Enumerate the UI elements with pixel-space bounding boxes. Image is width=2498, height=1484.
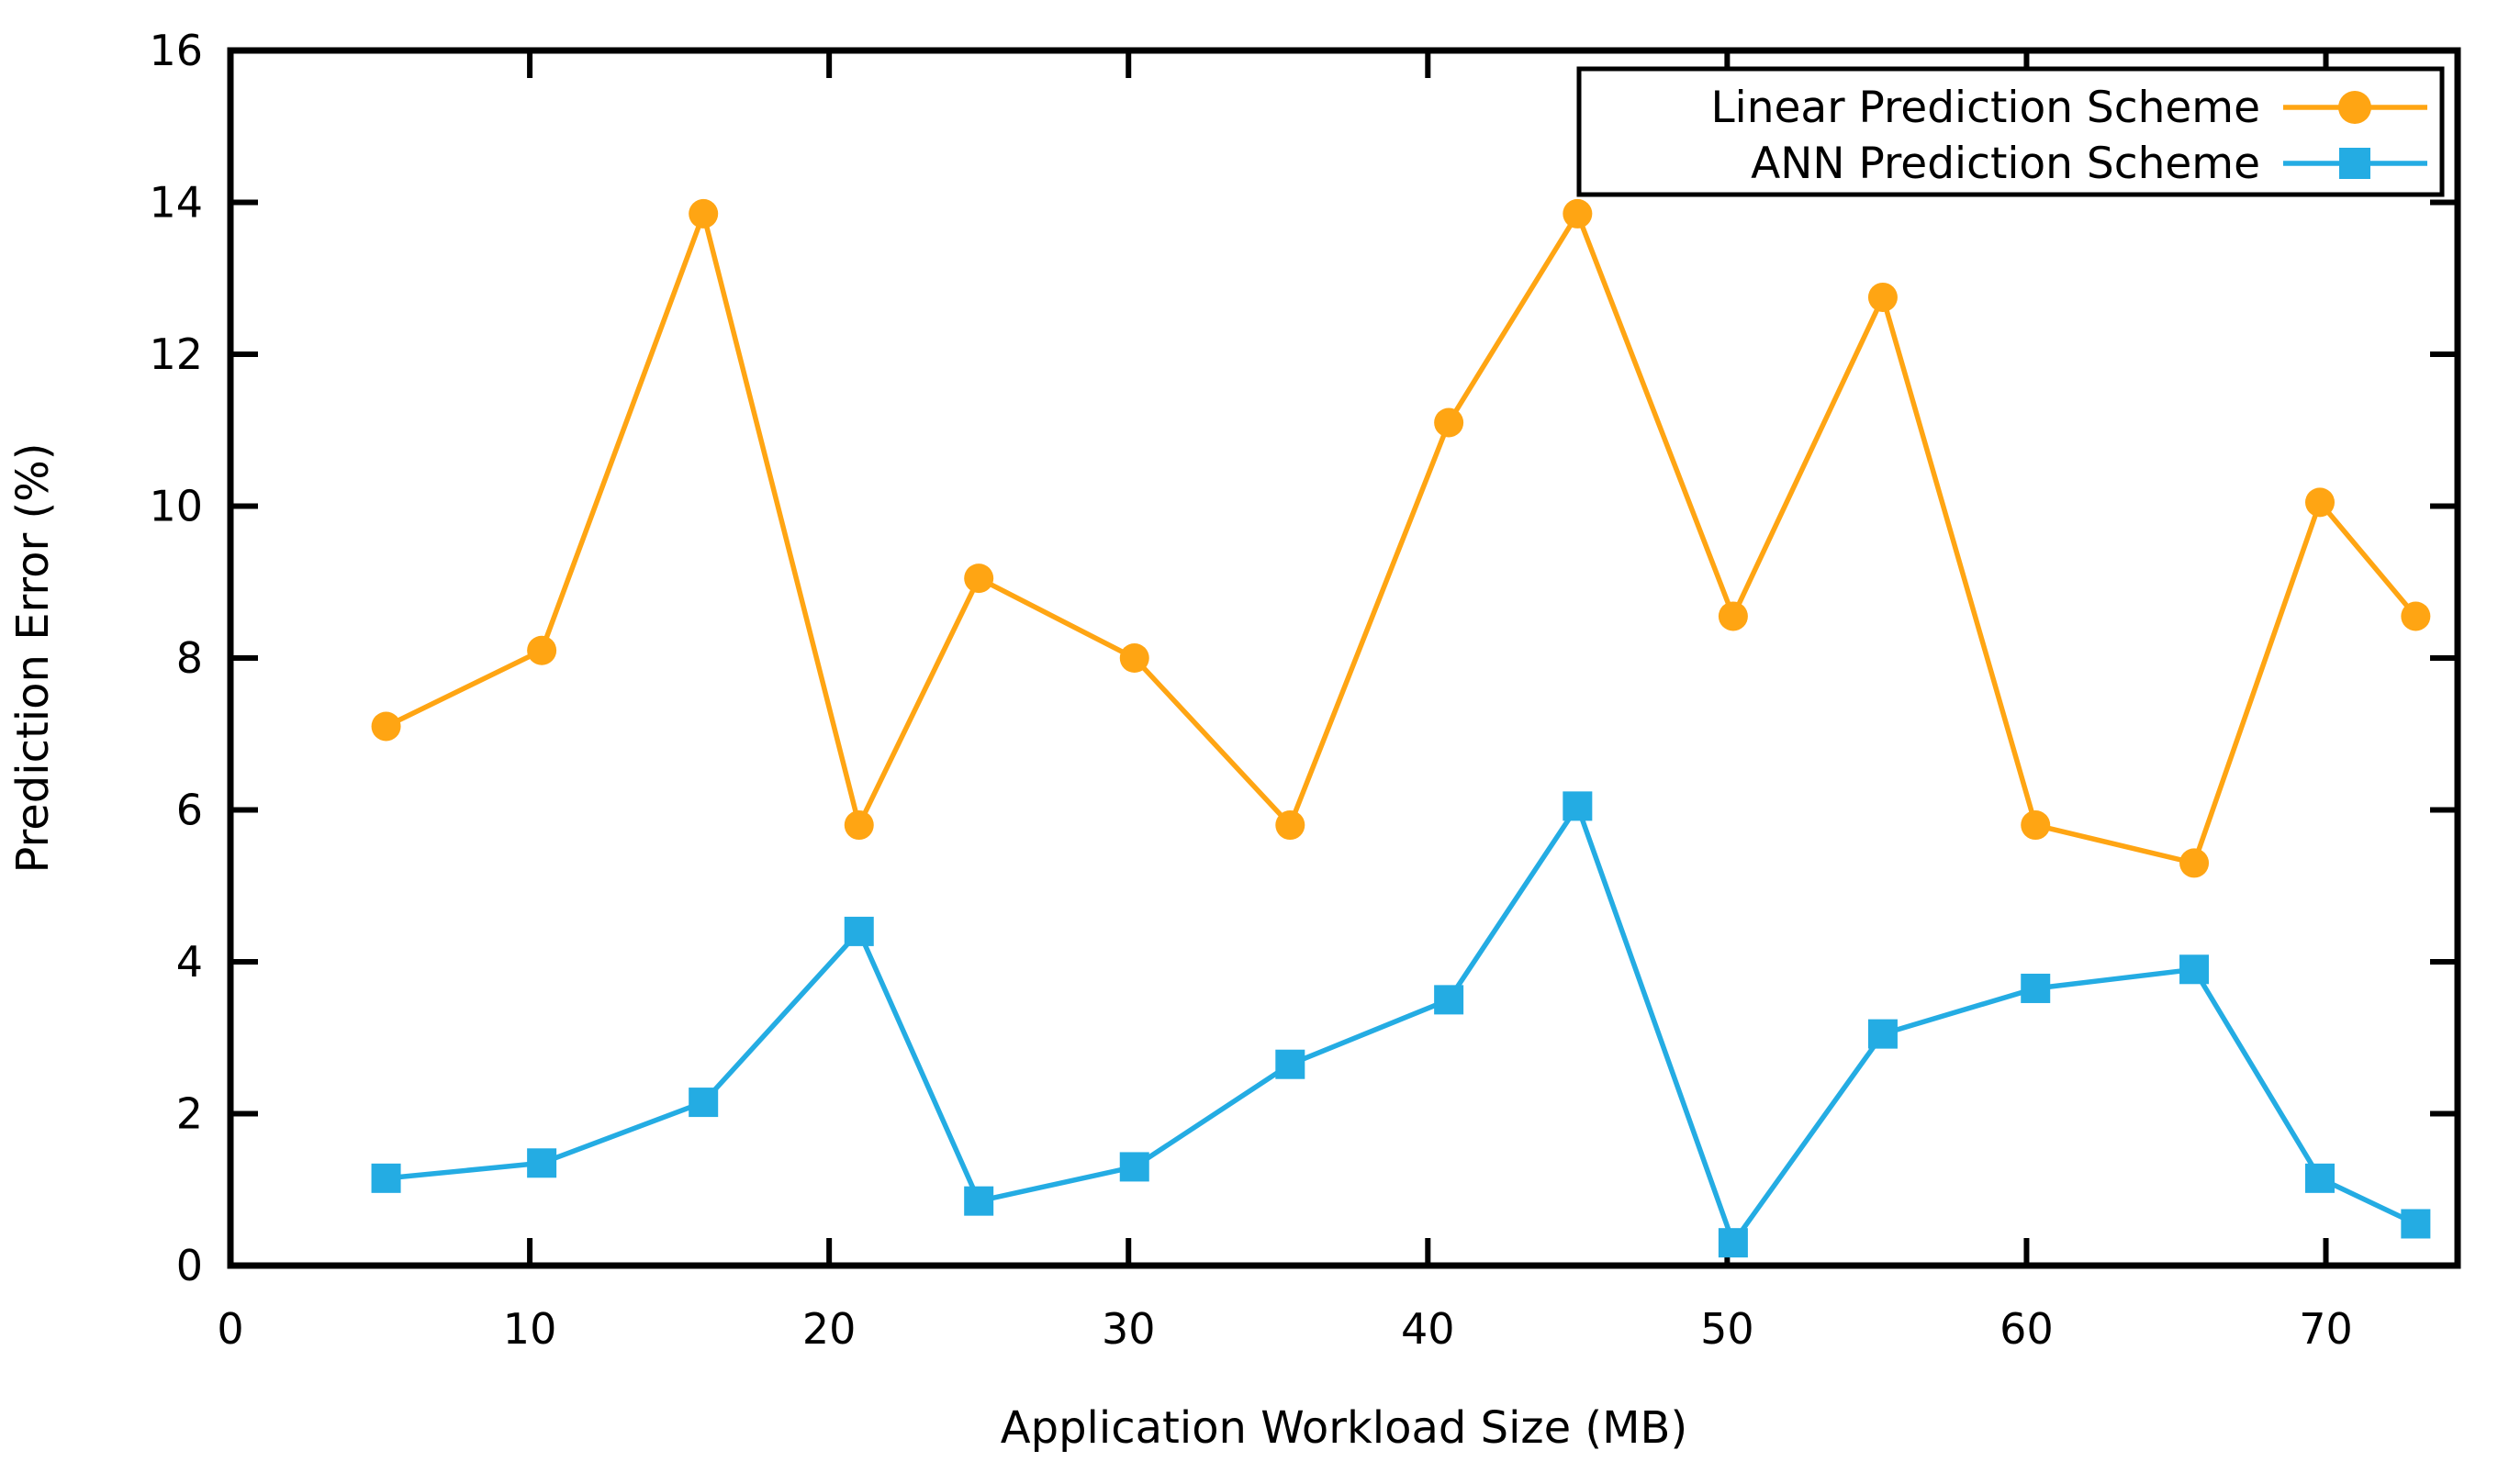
legend-label: Linear Prediction Scheme: [1710, 83, 2260, 133]
data-point-marker: [1867, 1019, 1898, 1049]
x-tick-label: 40: [1401, 1304, 1455, 1354]
data-point-marker: [2021, 973, 2051, 1003]
data-point-marker: [2305, 1163, 2336, 1193]
data-point-marker: [371, 711, 401, 742]
data-point-marker: [527, 635, 557, 665]
data-point-marker: [1119, 643, 1149, 673]
y-tick-label: 2: [176, 1089, 203, 1139]
y-tick-label: 8: [176, 633, 203, 683]
data-point-marker: [844, 916, 874, 946]
data-point-marker: [964, 1186, 994, 1216]
data-point-marker: [1563, 198, 1593, 229]
data-point-marker: [1275, 810, 1305, 841]
data-point-marker: [1434, 985, 1464, 1015]
x-tick-label: 70: [2299, 1304, 2353, 1354]
x-tick-label: 10: [503, 1304, 557, 1354]
data-point-marker: [1718, 601, 1748, 631]
y-tick-label: 14: [149, 178, 203, 228]
data-point-marker: [2401, 1209, 2431, 1239]
x-tick-label: 60: [2000, 1304, 2054, 1354]
data-point-marker: [2401, 601, 2431, 631]
data-point-marker: [689, 1088, 719, 1118]
data-point-marker: [2021, 810, 2051, 841]
legend-label: ANN Prediction Scheme: [1751, 139, 2260, 189]
legend-marker-square: [2339, 148, 2370, 179]
y-axis-title: Prediction Error (%): [7, 442, 59, 873]
x-tick-label: 0: [217, 1304, 243, 1354]
data-point-marker: [2305, 487, 2336, 518]
data-point-marker: [527, 1148, 557, 1178]
legend-marker-circle: [2338, 91, 2371, 124]
data-point-marker: [964, 563, 994, 594]
y-tick-label: 12: [149, 329, 203, 379]
y-tick-label: 4: [176, 937, 203, 987]
y-tick-label: 6: [176, 786, 203, 835]
data-point-marker: [1718, 1228, 1748, 1258]
x-tick-label: 20: [802, 1304, 857, 1354]
y-tick-label: 16: [149, 26, 203, 75]
data-point-marker: [1119, 1152, 1149, 1182]
x-tick-label: 50: [1700, 1304, 1754, 1354]
x-tick-label: 30: [1102, 1304, 1156, 1354]
data-point-marker: [1434, 407, 1464, 438]
y-tick-label: 10: [149, 482, 203, 531]
y-tick-label: 0: [176, 1241, 203, 1290]
data-point-marker: [844, 810, 874, 841]
data-point-marker: [689, 198, 719, 229]
data-point-marker: [371, 1163, 401, 1193]
data-point-marker: [1867, 282, 1898, 312]
data-point-marker: [2179, 848, 2210, 878]
data-point-marker: [1563, 791, 1593, 821]
data-point-marker: [2179, 954, 2210, 985]
x-axis-title: Application Workload Size (MB): [1001, 1402, 1687, 1454]
legend-box: [1576, 66, 2445, 197]
data-point-marker: [1275, 1049, 1305, 1079]
